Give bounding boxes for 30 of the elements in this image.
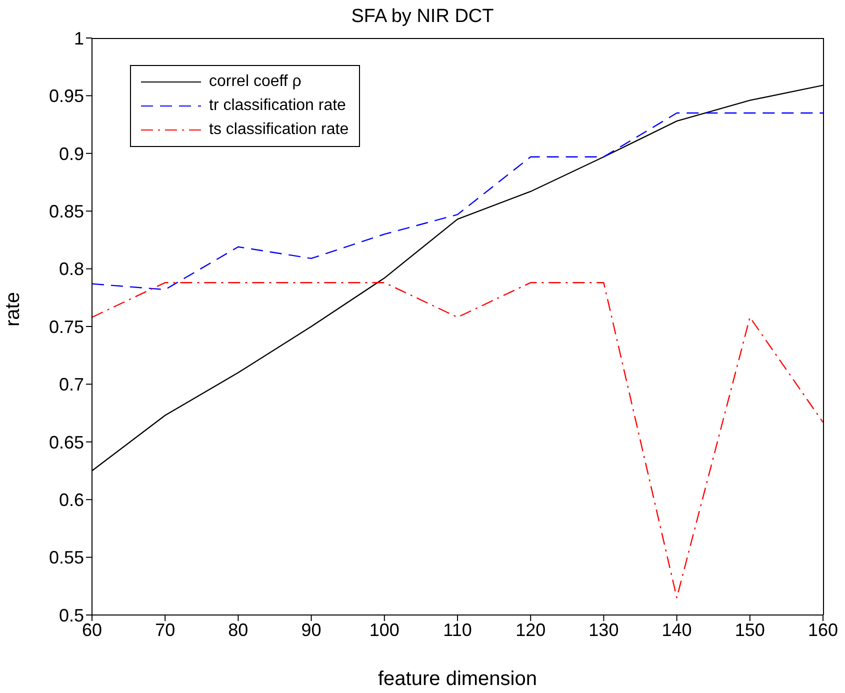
y-tick-label: 1	[74, 28, 84, 48]
y-tick-label: 0.75	[48, 316, 84, 337]
x-tick-label: 130	[588, 620, 619, 640]
legend-label: ts classification rate	[209, 121, 349, 139]
x-tick-label: 70	[155, 620, 176, 640]
x-axis-title: feature dimension	[378, 668, 537, 690]
y-tick-label: 0.95	[48, 86, 84, 106]
x-tick-label: 150	[734, 620, 765, 640]
line-series	[92, 112, 823, 290]
x-tick-label: 80	[228, 620, 248, 640]
x-tick-label: 160	[808, 620, 838, 640]
y-tick-label: 0.5	[58, 605, 84, 626]
legend-label: tr classification rate	[209, 97, 346, 115]
y-tick-label: 0.85	[48, 201, 84, 222]
chart-title: SFA by NIR DCT	[350, 6, 495, 28]
legend-label: correl coeff ρ	[209, 73, 302, 91]
x-tick-label: 120	[516, 620, 546, 640]
y-tick-label: 0.9	[58, 144, 84, 164]
x-tick-label: 110	[443, 620, 472, 640]
y-tick-label: 0.8	[58, 259, 84, 280]
x-tick-label: 60	[82, 620, 102, 640]
y-tick-label: 0.7	[58, 374, 84, 395]
line-series	[92, 282, 823, 598]
x-tick-label: 100	[369, 620, 400, 640]
x-tick-label: 140	[662, 620, 692, 640]
y-tick-label: 0.6	[58, 490, 84, 510]
x-tick-label: 90	[301, 620, 322, 640]
y-tick-label: 0.65	[48, 432, 84, 452]
y-tick-label: 0.55	[48, 548, 84, 568]
y-axis-title: rate	[2, 292, 24, 326]
